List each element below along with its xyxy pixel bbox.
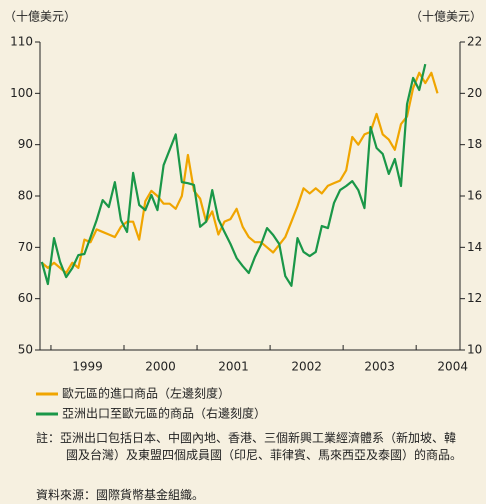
y2-tick-label: 18 <box>467 137 482 151</box>
x-tick-label: 2002 <box>291 360 322 374</box>
y-axis-title: （十億美元） <box>4 10 76 24</box>
y-tick-label: 50 <box>18 343 33 357</box>
x-tick-label: 2000 <box>145 360 176 374</box>
y2-tick-label: 10 <box>467 343 482 357</box>
note: 註：亞洲出口包括日本、中國內地、香港、三個新興工業經濟體系（新加坡、韓國及台灣）… <box>36 431 463 462</box>
y-tick-label: 110 <box>10 35 33 49</box>
y2-tick-label: 12 <box>467 291 482 305</box>
legend-label: 亞洲出口至歐元區的商品（右邊刻度） <box>62 406 266 421</box>
series-line <box>40 63 427 287</box>
y2-tick-label: 22 <box>467 35 482 49</box>
x-tick-label: 1999 <box>72 360 103 374</box>
y-tick-label: 100 <box>10 86 33 100</box>
y-tick-label: 70 <box>18 240 33 254</box>
legend-label: 歐元區的進口商品（左邊刻度） <box>62 386 230 401</box>
y-tick-label: 90 <box>18 137 33 151</box>
y2-axis-title: （十億美元） <box>410 10 482 24</box>
chart: （十億美元） （十億美元） 50 60 70 80 90 100 110 10 12 14 16 18… <box>4 10 482 421</box>
x-tick-label: 2003 <box>364 360 395 374</box>
y-tick-label: 60 <box>18 291 33 305</box>
y2-tick-label: 14 <box>467 240 482 254</box>
y-tick-label: 80 <box>18 189 33 203</box>
x-tick-label: 2001 <box>218 360 249 374</box>
x-tick-label: 2004 <box>437 360 468 374</box>
source: 資料來源：國際貨幣基金組織。 <box>36 488 205 502</box>
y2-tick-label: 16 <box>467 189 482 203</box>
y2-tick-label: 20 <box>467 86 482 100</box>
series-line <box>41 71 439 275</box>
